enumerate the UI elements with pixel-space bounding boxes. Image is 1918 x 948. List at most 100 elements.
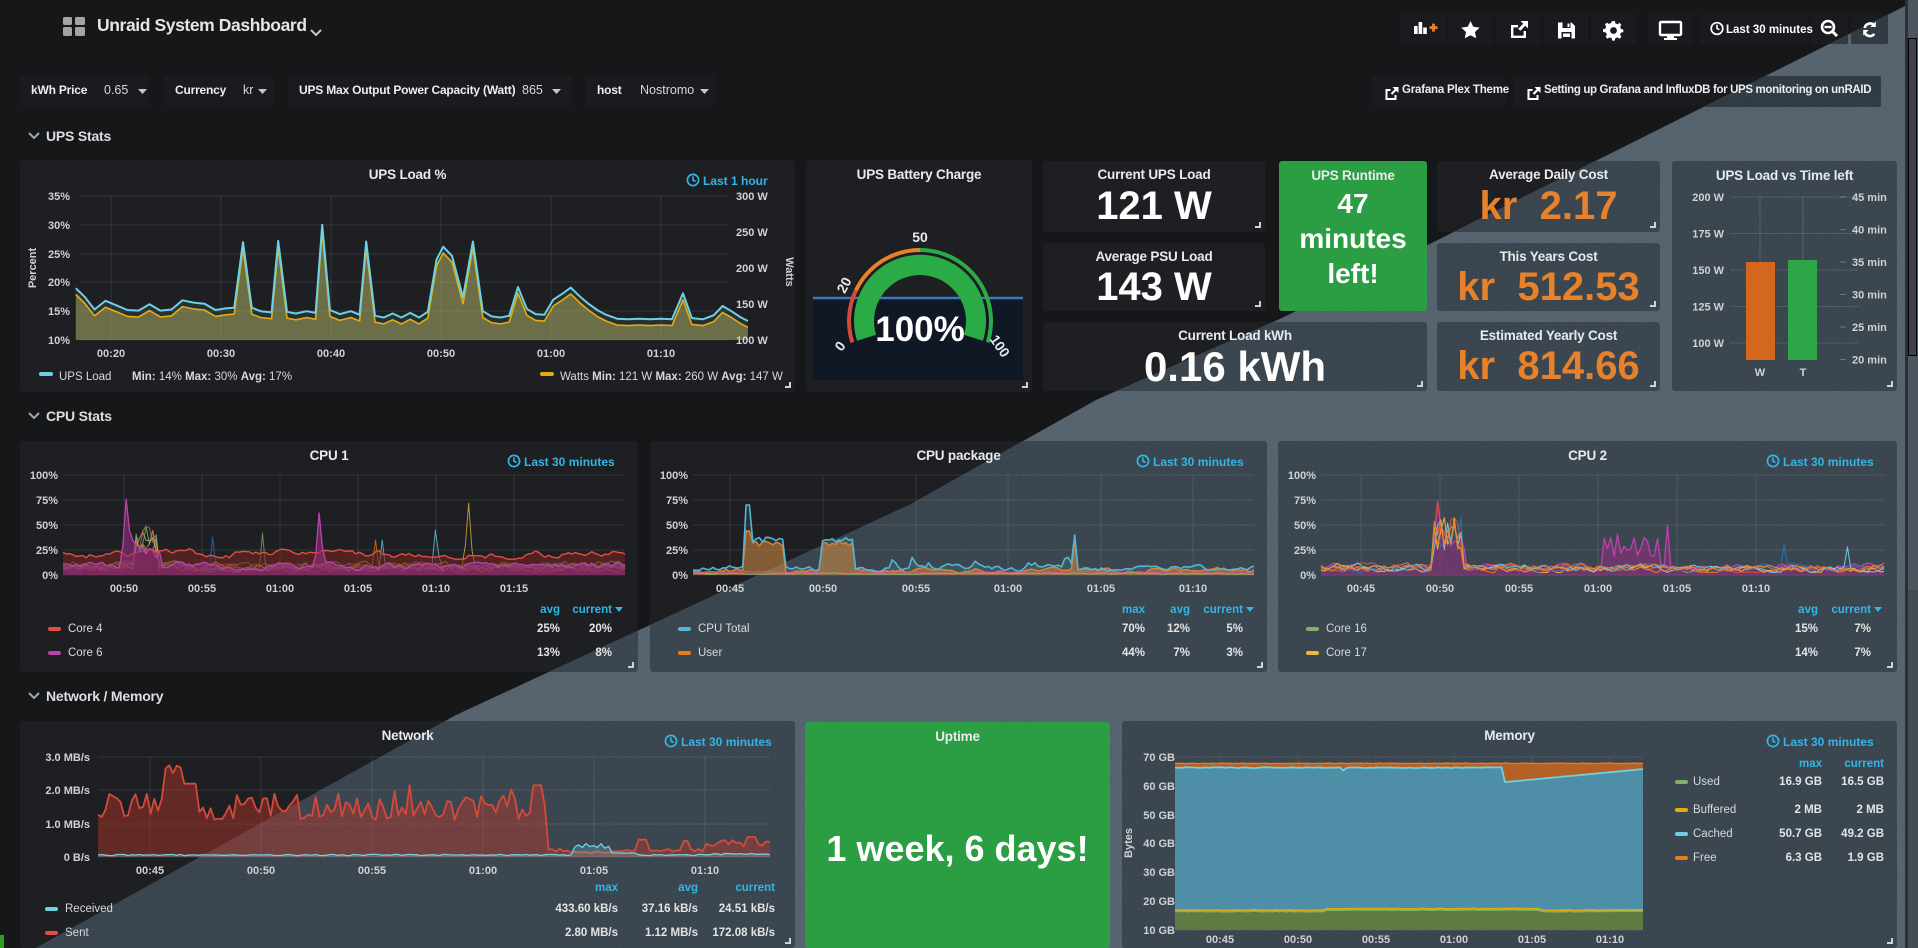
svg-text:30%: 30%: [48, 220, 70, 232]
svg-text:max: max: [1799, 758, 1823, 770]
svg-text:15%: 15%: [48, 306, 70, 318]
svg-text:00:45: 00:45: [716, 583, 744, 595]
svg-text:16.9 GB: 16.9 GB: [1779, 776, 1822, 788]
svg-text:60 GB: 60 GB: [1143, 781, 1175, 793]
svg-text:7%: 7%: [1173, 647, 1190, 659]
svg-text:6.3 GB: 6.3 GB: [1786, 852, 1822, 864]
svg-text:01:10: 01:10: [1179, 583, 1207, 595]
svg-text:00:50: 00:50: [110, 583, 138, 595]
svg-text:00:45: 00:45: [136, 865, 164, 877]
svg-text:00:30: 00:30: [207, 348, 235, 360]
svg-text:30 GB: 30 GB: [1143, 867, 1175, 879]
svg-text:35 min: 35 min: [1852, 257, 1887, 269]
svg-text:User: User: [698, 647, 722, 659]
svg-text:50: 50: [912, 229, 928, 245]
svg-text:7%: 7%: [1854, 647, 1871, 659]
svg-text:01:10: 01:10: [1742, 583, 1770, 595]
svg-text:01:10: 01:10: [422, 583, 450, 595]
svg-text:20 min: 20 min: [1852, 355, 1887, 367]
svg-text:2.80 MB/s: 2.80 MB/s: [565, 927, 618, 939]
svg-text:T: T: [1800, 367, 1807, 379]
svg-text:12%: 12%: [1167, 623, 1190, 635]
svg-text:max: max: [595, 882, 619, 894]
svg-text:25%: 25%: [48, 249, 70, 261]
svg-text:Core 4: Core 4: [68, 623, 103, 635]
svg-text:20: 20: [833, 274, 855, 295]
svg-text:3%: 3%: [1226, 647, 1243, 659]
svg-text:30 min: 30 min: [1852, 290, 1887, 302]
svg-text:Used: Used: [1693, 776, 1720, 788]
svg-text:20%: 20%: [589, 623, 612, 635]
svg-text:Percent: Percent: [27, 247, 39, 288]
svg-text:50%: 50%: [666, 520, 688, 532]
svg-text:44%: 44%: [1122, 647, 1145, 659]
svg-text:Last 30 minutes: Last 30 minutes: [1783, 455, 1874, 469]
svg-text:1.0 MB/s: 1.0 MB/s: [45, 819, 90, 831]
svg-text:avg: avg: [1170, 604, 1190, 616]
svg-text:00:55: 00:55: [358, 865, 386, 877]
svg-text:150 W: 150 W: [1692, 265, 1724, 277]
svg-text:2 MB: 2 MB: [1857, 804, 1884, 816]
svg-text:20 GB: 20 GB: [1143, 896, 1175, 908]
svg-text:100%: 100%: [875, 310, 965, 349]
svg-text:Min: 14% Max: 30% Avg: 17%: Min: 14% Max: 30% Avg: 17%: [132, 371, 292, 383]
svg-text:70%: 70%: [1122, 623, 1145, 635]
svg-text:16.5 GB: 16.5 GB: [1841, 776, 1884, 788]
svg-text:Last 30 minutes: Last 30 minutes: [1153, 455, 1244, 469]
svg-text:100%: 100%: [30, 470, 58, 482]
svg-text:01:15: 01:15: [500, 583, 528, 595]
svg-text:8%: 8%: [595, 647, 612, 659]
svg-text:Core 16: Core 16: [1326, 623, 1367, 635]
svg-text:current: current: [735, 882, 775, 894]
svg-text:01:00: 01:00: [994, 583, 1022, 595]
svg-text:01:10: 01:10: [647, 348, 675, 360]
svg-text:01:00: 01:00: [537, 348, 565, 360]
svg-text:40 GB: 40 GB: [1143, 838, 1175, 850]
svg-text:75%: 75%: [1294, 495, 1316, 507]
svg-text:1.9 GB: 1.9 GB: [1848, 852, 1884, 864]
svg-text:00:55: 00:55: [188, 583, 216, 595]
svg-text:01:05: 01:05: [1663, 583, 1691, 595]
svg-text:150 W: 150 W: [736, 299, 768, 311]
svg-text:0%: 0%: [42, 570, 58, 582]
svg-text:10%: 10%: [48, 335, 70, 347]
svg-text:Bytes: Bytes: [1123, 828, 1135, 858]
svg-text:00:50: 00:50: [1426, 583, 1454, 595]
svg-text:00:50: 00:50: [247, 865, 275, 877]
svg-text:50.7 GB: 50.7 GB: [1779, 828, 1822, 840]
svg-text:00:45: 00:45: [1347, 583, 1375, 595]
svg-text:current: current: [572, 604, 612, 616]
svg-text:01:10: 01:10: [691, 865, 719, 877]
svg-text:00:50: 00:50: [1284, 934, 1312, 946]
svg-text:40 min: 40 min: [1852, 225, 1887, 237]
svg-text:100 W: 100 W: [1692, 338, 1724, 350]
svg-text:00:40: 00:40: [317, 348, 345, 360]
svg-text:14%: 14%: [1795, 647, 1818, 659]
svg-text:100%: 100%: [1288, 470, 1316, 482]
svg-text:10 GB: 10 GB: [1143, 925, 1175, 937]
svg-text:current: current: [1844, 758, 1884, 770]
svg-text:01:05: 01:05: [1087, 583, 1115, 595]
svg-text:70 GB: 70 GB: [1143, 752, 1175, 764]
svg-text:01:10: 01:10: [1596, 934, 1624, 946]
svg-text:01:00: 01:00: [266, 583, 294, 595]
svg-text:0%: 0%: [672, 570, 688, 582]
svg-text:15%: 15%: [1795, 623, 1818, 635]
svg-text:2.0 MB/s: 2.0 MB/s: [45, 785, 90, 797]
svg-text:current: current: [1831, 604, 1871, 616]
svg-text:250 W: 250 W: [736, 227, 768, 239]
svg-text:00:55: 00:55: [902, 583, 930, 595]
svg-text:25%: 25%: [537, 623, 560, 635]
svg-text:Last 1 hour: Last 1 hour: [703, 174, 768, 188]
svg-text:W: W: [1755, 367, 1766, 379]
svg-text:25 min: 25 min: [1852, 322, 1887, 334]
svg-text:45 min: 45 min: [1852, 192, 1887, 204]
svg-text:01:05: 01:05: [580, 865, 608, 877]
svg-text:25%: 25%: [1294, 545, 1316, 557]
svg-text:00:50: 00:50: [809, 583, 837, 595]
svg-text:50%: 50%: [36, 520, 58, 532]
svg-text:50%: 50%: [1294, 520, 1316, 532]
svg-text:1.12 MB/s: 1.12 MB/s: [645, 927, 698, 939]
svg-text:25%: 25%: [36, 545, 58, 557]
svg-text:3.0 MB/s: 3.0 MB/s: [45, 752, 90, 764]
